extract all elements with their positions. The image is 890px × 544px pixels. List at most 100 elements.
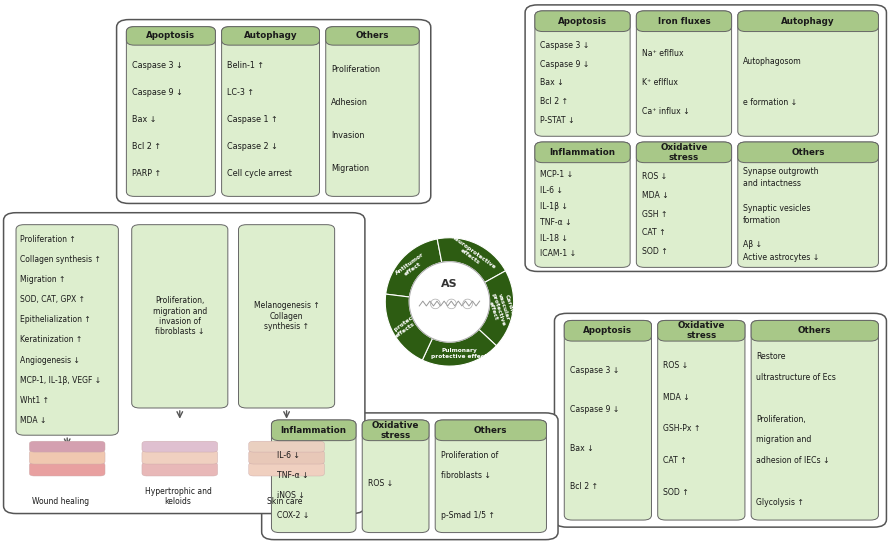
Text: LC-3 ↑: LC-3 ↑ (227, 88, 254, 97)
Text: e formation ↓: e formation ↓ (743, 97, 797, 107)
Text: Proliferation,
migration and
invasion of
fibroblasts ↓: Proliferation, migration and invasion of… (153, 296, 206, 336)
Text: AS: AS (441, 279, 457, 289)
FancyBboxPatch shape (738, 142, 878, 163)
FancyBboxPatch shape (738, 142, 878, 267)
FancyBboxPatch shape (554, 313, 886, 527)
Text: TNF-α ↓: TNF-α ↓ (540, 218, 572, 227)
FancyBboxPatch shape (249, 450, 325, 464)
Text: Glycolysis ↑: Glycolysis ↑ (756, 498, 805, 507)
FancyBboxPatch shape (564, 320, 651, 341)
Text: COX-2 ↓: COX-2 ↓ (277, 511, 309, 520)
Text: Bax ↓: Bax ↓ (132, 115, 157, 124)
Text: Autophagy: Autophagy (244, 32, 297, 40)
FancyBboxPatch shape (636, 142, 732, 163)
FancyBboxPatch shape (738, 11, 878, 32)
Text: ROS ↓: ROS ↓ (368, 479, 392, 488)
Text: Adhesion: Adhesion (331, 98, 368, 107)
Text: Neuroprotective
effects: Neuroprotective effects (446, 234, 497, 275)
Text: SOD ↑: SOD ↑ (642, 247, 668, 256)
FancyBboxPatch shape (262, 413, 558, 540)
Text: p-Smad 1/5 ↑: p-Smad 1/5 ↑ (441, 511, 495, 520)
Text: MDA ↓: MDA ↓ (642, 191, 668, 200)
Text: Keratinization ↑: Keratinization ↑ (20, 336, 83, 344)
FancyBboxPatch shape (117, 20, 431, 203)
FancyBboxPatch shape (29, 462, 105, 476)
FancyBboxPatch shape (29, 450, 105, 464)
Text: Others: Others (474, 426, 507, 435)
FancyBboxPatch shape (271, 420, 356, 441)
Text: Skin care: Skin care (267, 497, 303, 506)
Text: Bcl 2 ↑: Bcl 2 ↑ (132, 142, 161, 151)
Text: MDA ↓: MDA ↓ (663, 393, 690, 401)
Text: Skin protective
effects: Skin protective effects (380, 308, 427, 347)
FancyBboxPatch shape (271, 420, 356, 533)
Text: and intactness: and intactness (743, 180, 801, 188)
Text: Bcl 2 ↑: Bcl 2 ↑ (540, 97, 569, 106)
Text: Melanogenesis ↑
Collagen
synthesis ↑: Melanogenesis ↑ Collagen synthesis ↑ (254, 301, 320, 331)
Circle shape (409, 262, 490, 342)
Text: Apoptosis: Apoptosis (146, 32, 196, 40)
Text: Invasion: Invasion (331, 131, 365, 140)
FancyBboxPatch shape (751, 320, 878, 520)
Wedge shape (385, 239, 441, 297)
Wedge shape (385, 294, 433, 360)
Text: MCP-1 ↓: MCP-1 ↓ (540, 170, 573, 179)
Text: CAT ↑: CAT ↑ (642, 228, 666, 237)
Text: SOD ↑: SOD ↑ (663, 489, 689, 497)
Text: Apoptosis: Apoptosis (583, 326, 633, 335)
Text: Migration ↑: Migration ↑ (20, 275, 66, 285)
FancyBboxPatch shape (525, 5, 886, 271)
Text: GSH ↑: GSH ↑ (642, 209, 668, 219)
FancyBboxPatch shape (658, 320, 745, 341)
Text: Caspase 9 ↓: Caspase 9 ↓ (540, 60, 589, 69)
Text: Restore: Restore (756, 352, 786, 361)
FancyBboxPatch shape (564, 320, 651, 520)
Text: IL-1β ↓: IL-1β ↓ (540, 202, 568, 211)
Text: Collagen synthesis ↑: Collagen synthesis ↑ (20, 255, 101, 264)
Text: Aβ ↓: Aβ ↓ (743, 240, 762, 249)
Text: ICAM-1 ↓: ICAM-1 ↓ (540, 249, 577, 258)
FancyBboxPatch shape (535, 142, 630, 267)
Text: migration and: migration and (756, 435, 812, 444)
Text: Oxidative
stress: Oxidative stress (660, 143, 708, 162)
Text: ROS ↓: ROS ↓ (663, 361, 688, 369)
Text: Inflammation: Inflammation (549, 148, 616, 157)
Text: IL-6 ↓: IL-6 ↓ (540, 186, 563, 195)
FancyBboxPatch shape (249, 441, 325, 452)
Text: IL-6 ↓: IL-6 ↓ (277, 451, 300, 460)
Text: ultrastructure of Ecs: ultrastructure of Ecs (756, 373, 837, 382)
Text: Pulmonary
protective effect: Pulmonary protective effect (432, 348, 488, 358)
Text: Oxidative
stress: Oxidative stress (677, 321, 725, 341)
Text: Caspase 9 ↓: Caspase 9 ↓ (132, 88, 182, 97)
FancyBboxPatch shape (535, 142, 630, 163)
Wedge shape (437, 238, 506, 282)
FancyBboxPatch shape (249, 462, 325, 476)
Text: Cardio-
vascular
protective
effect: Cardio- vascular protective effect (485, 288, 517, 328)
FancyBboxPatch shape (142, 441, 218, 452)
Text: Hypertrophic and
keloids: Hypertrophic and keloids (144, 486, 212, 506)
FancyBboxPatch shape (326, 27, 419, 45)
FancyBboxPatch shape (126, 27, 215, 45)
Text: Epithelialization ↑: Epithelialization ↑ (20, 316, 91, 324)
Text: SOD, CAT, GPX ↑: SOD, CAT, GPX ↑ (20, 295, 85, 304)
FancyBboxPatch shape (132, 225, 228, 408)
FancyBboxPatch shape (636, 11, 732, 136)
FancyBboxPatch shape (239, 225, 335, 408)
Text: Synapse outgrowth: Synapse outgrowth (743, 168, 819, 176)
Text: Caspase 9 ↓: Caspase 9 ↓ (570, 405, 619, 413)
FancyBboxPatch shape (435, 420, 546, 533)
FancyBboxPatch shape (435, 420, 546, 441)
Text: Bcl 2 ↑: Bcl 2 ↑ (570, 483, 598, 491)
Text: adhesion of IECs ↓: adhesion of IECs ↓ (756, 456, 830, 465)
FancyBboxPatch shape (142, 462, 218, 476)
FancyBboxPatch shape (362, 420, 429, 441)
Text: MCP-1, IL-1β, VEGF ↓: MCP-1, IL-1β, VEGF ↓ (20, 375, 101, 385)
Text: MDA ↓: MDA ↓ (20, 416, 47, 425)
Text: iNOS ↓: iNOS ↓ (277, 491, 304, 500)
Text: Wht1 ↑: Wht1 ↑ (20, 395, 50, 405)
Text: Na⁺ eflflux: Na⁺ eflflux (642, 49, 684, 58)
Text: fibroblasts ↓: fibroblasts ↓ (441, 471, 490, 480)
FancyBboxPatch shape (658, 320, 745, 520)
Text: Others: Others (791, 148, 825, 157)
FancyBboxPatch shape (738, 11, 878, 136)
